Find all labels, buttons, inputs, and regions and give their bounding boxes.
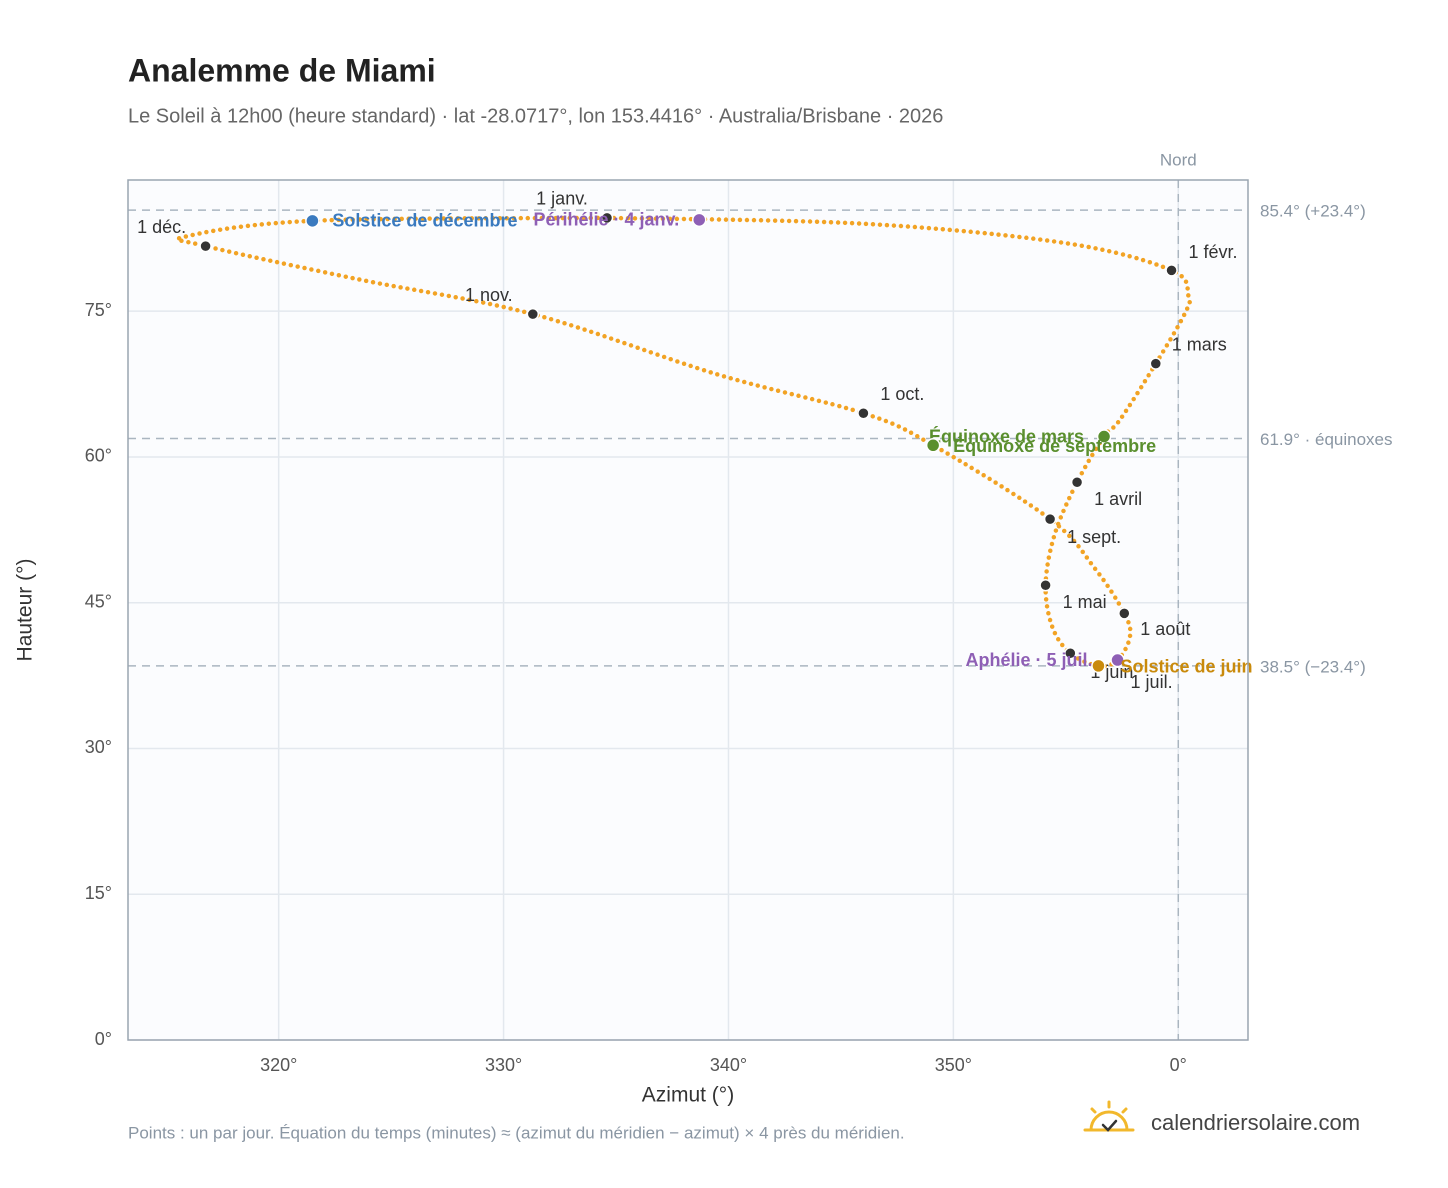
event-label: Solstice de juin	[1120, 657, 1252, 677]
brand: calendriersolaire.com	[1151, 1110, 1360, 1135]
month-label: 1 janv.	[536, 189, 588, 209]
month-marker	[1064, 646, 1077, 660]
month-marker	[857, 406, 870, 420]
x-tick-label: 340°	[710, 1055, 747, 1075]
event-marker	[691, 212, 707, 228]
month-label: 1 août	[1140, 619, 1190, 639]
event-label: Solstice de décembre	[332, 211, 517, 231]
x-tick-label: 350°	[935, 1055, 972, 1075]
event-label: Périhélie · 4 janv.	[534, 210, 680, 230]
y-tick-label: 75°	[85, 300, 112, 320]
event-marker	[1110, 652, 1125, 668]
reference-label: 61.9° · équinoxes	[1260, 430, 1393, 449]
y-tick-label: 30°	[85, 737, 112, 757]
month-marker	[1039, 578, 1052, 592]
reference-label: Nord	[1160, 150, 1197, 169]
month-marker	[1165, 264, 1178, 277]
event-marker	[925, 438, 941, 453]
month-marker	[1118, 607, 1131, 620]
reference-label: 85.4° (+23.4°)	[1260, 202, 1366, 221]
x-tick-label: 330°	[485, 1055, 522, 1075]
month-label: 1 avril	[1094, 489, 1142, 509]
x-tick-label: 320°	[260, 1055, 297, 1075]
month-marker	[600, 211, 614, 225]
month-label: 1 déc.	[137, 217, 186, 237]
month-marker	[199, 239, 212, 253]
month-label: 1 sept.	[1067, 527, 1121, 547]
y-tick-label: 60°	[85, 446, 112, 466]
y-axis-label: Hauteur (°)	[14, 559, 37, 662]
y-tick-label: 0°	[95, 1029, 112, 1049]
brand-logo	[1083, 1100, 1135, 1132]
month-label: 1 nov.	[465, 285, 513, 305]
reference-label: 38.5° (−23.4°)	[1260, 657, 1366, 676]
month-label: 1 mars	[1172, 334, 1227, 354]
y-tick-label: 15°	[85, 883, 112, 903]
month-label: 1 oct.	[880, 384, 924, 404]
event-label: Équinoxe de septembre	[953, 435, 1156, 456]
month-label: 1 juil.	[1131, 672, 1173, 692]
event-label: Aphélie · 5 juil.	[966, 650, 1093, 670]
plot-frame	[127, 179, 1249, 1041]
subtitle: Le Soleil à 12h00 (heure standard) · lat…	[128, 105, 943, 127]
month-label: 1 févr.	[1189, 242, 1238, 262]
event-marker	[305, 213, 320, 229]
event-marker	[1096, 429, 1112, 444]
event-label: Équinoxe de mars	[929, 425, 1084, 446]
event-marker	[1091, 658, 1106, 674]
x-tick-label: 0°	[1170, 1055, 1187, 1075]
footnote: Points : un par jour. Équation du temps …	[128, 1123, 905, 1142]
y-tick-label: 45°	[85, 591, 112, 611]
month-marker	[1149, 357, 1163, 370]
month-marker	[526, 307, 540, 321]
plot-area	[128, 180, 1248, 1040]
month-marker	[1070, 475, 1084, 489]
month-marker	[1043, 512, 1057, 526]
month-label: 1 mai	[1063, 592, 1107, 612]
x-axis-label: Azimut (°)	[642, 1084, 734, 1107]
chart-title: Analemme de Miami	[128, 52, 436, 88]
